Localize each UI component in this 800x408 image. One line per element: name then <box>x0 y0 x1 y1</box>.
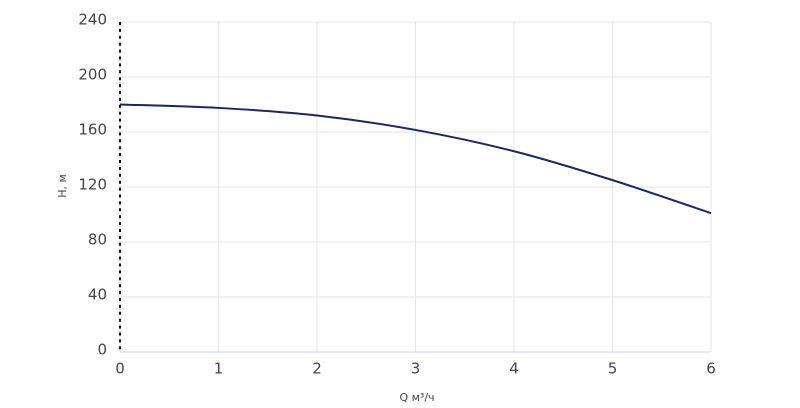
x-tick-label: 3 <box>411 360 421 378</box>
y-tick-label: 40 <box>88 286 107 304</box>
y-tick-label: 0 <box>97 341 107 359</box>
x-tick-label: 0 <box>115 360 125 378</box>
x-axis-label: Q м³/ч <box>399 391 434 404</box>
x-tick-label: 4 <box>509 360 519 378</box>
y-tick-label: 160 <box>78 121 107 139</box>
x-tick-label: 1 <box>214 360 224 378</box>
curve <box>119 103 712 215</box>
y-axis-label: H, м <box>56 174 69 198</box>
y-tick-label: 120 <box>78 176 107 194</box>
x-tick-label: 5 <box>608 360 618 378</box>
y-tick-label: 80 <box>88 231 107 249</box>
x-tick-label: 6 <box>706 360 716 378</box>
y-tick-label: 240 <box>78 11 107 29</box>
y-tick-label: 200 <box>78 66 107 84</box>
x-tick-label: 2 <box>312 360 322 378</box>
